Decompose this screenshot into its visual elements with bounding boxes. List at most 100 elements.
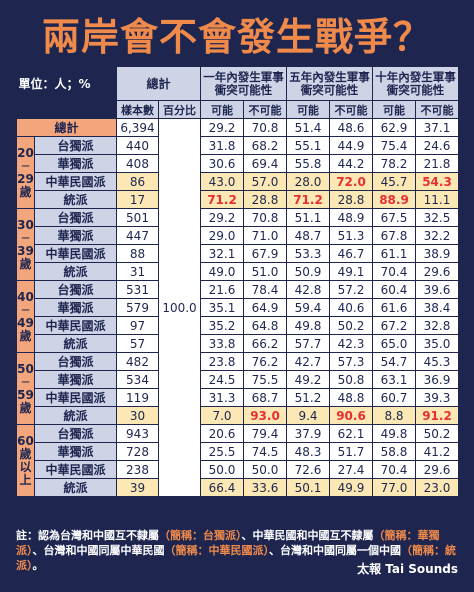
row-label: 統派 <box>34 334 117 353</box>
value-cell: 68.7 <box>243 388 288 407</box>
value-cell: 44.2 <box>329 154 374 173</box>
value-cell: 57.0 <box>243 172 288 191</box>
table-row: 30 ─ 39 歲台獨派 501 29.2 70.8 51.1 48.9 67.5 32.5 <box>16 208 460 281</box>
value-cell: 67.9 <box>243 244 288 263</box>
value-cell: 67.2 <box>372 316 417 335</box>
row-label: 統派 <box>34 262 117 281</box>
table-row: 中華民國派 119 31.3 68.7 51.2 48.8 60.7 39.3 <box>17 388 460 407</box>
value-cell: 90.6 <box>329 406 374 425</box>
value-cell: 51.1 <box>286 208 331 227</box>
value-cell: 42.8 <box>286 280 331 299</box>
table-row: 統派 31 49.0 51.0 50.9 49.1 70.4 29.6 <box>17 262 460 281</box>
table-row: 統派 39 66.4 33.6 50.1 49.9 77.0 23.0 <box>17 478 460 497</box>
value-cell: 23.0 <box>415 478 460 497</box>
row-label: 台獨派 <box>34 208 117 227</box>
value-cell: 39.6 <box>415 280 460 299</box>
age-group-label: 50 ─ 59 歲 <box>16 352 35 425</box>
value-cell: 45.3 <box>415 352 460 371</box>
value-cell: 40.6 <box>329 298 374 317</box>
row-label: 中華民國派 <box>34 316 117 335</box>
brand-logo: 太報 Tai Sounds <box>357 562 458 576</box>
value-cell: 23.8 <box>200 352 245 371</box>
row-label: 台獨派 <box>34 136 117 155</box>
value-cell: 48.7 <box>286 226 331 245</box>
value-cell: 66.4 <box>200 478 245 497</box>
row-label: 統派 <box>34 406 117 425</box>
value-cell: 88.9 <box>372 190 417 209</box>
table-row: 華獨派 534 24.5 75.5 49.2 50.8 63.1 36.9 <box>17 370 460 389</box>
value-cell: 41.2 <box>415 442 460 461</box>
table-row: 華獨派 408 30.6 69.4 55.8 44.2 78.2 21.8 <box>17 154 460 173</box>
survey-table: 單位：人；% 總計 一年內發生軍事衝突可能性 五年內發生軍事衝突可能性 十年內發… <box>16 66 460 497</box>
row-label: 統派 <box>34 478 117 497</box>
table-row: 華獨派 447 29.0 71.0 48.7 51.3 67.8 32.2 <box>17 226 460 245</box>
value-cell: 27.4 <box>329 460 374 479</box>
unit-cell: 單位：人；% <box>16 66 117 101</box>
value-cell: 71.0 <box>243 226 288 245</box>
sample-count: 408 <box>116 154 159 173</box>
header-ten-year: 十年內發生軍事衝突可能性 <box>372 66 460 101</box>
sample-count: 97 <box>116 316 159 335</box>
row-label: 中華民國派 <box>34 172 117 191</box>
header-impossible: 不可能 <box>243 100 288 119</box>
value-cell: 78.4 <box>243 280 288 299</box>
value-cell: 57.3 <box>329 352 374 371</box>
value-cell: 33.8 <box>200 334 245 353</box>
value-cell: 62.1 <box>329 424 374 443</box>
value-cell: 64.8 <box>243 316 288 335</box>
sample-count: 57 <box>116 334 159 353</box>
value-cell: 35.0 <box>415 334 460 353</box>
value-cell: 35.1 <box>200 298 245 317</box>
row-label-total: 總計 <box>16 118 117 137</box>
header-possible: 可能 <box>200 100 245 119</box>
age-group-label: 20 ─ 29 歲 <box>16 136 35 209</box>
value-cell: 28.8 <box>329 190 374 209</box>
value-cell: 78.2 <box>372 154 417 173</box>
value-cell: 50.0 <box>200 460 245 479</box>
header-impossible: 不可能 <box>329 100 374 119</box>
value-cell: 43.0 <box>200 172 245 191</box>
row-label: 華獨派 <box>34 154 117 173</box>
value-cell: 44.9 <box>329 136 374 155</box>
value-cell: 60.7 <box>372 388 417 407</box>
value-cell: 35.2 <box>200 316 245 335</box>
sample-count: 6,394 <box>116 118 159 137</box>
value-cell: 64.9 <box>243 298 288 317</box>
table-row: 60 歲以上台獨派 943 20.6 79.4 37.9 62.1 49.8 50.2 <box>16 424 460 497</box>
value-cell: 30.6 <box>200 154 245 173</box>
value-cell: 58.8 <box>372 442 417 461</box>
value-cell: 51.4 <box>286 118 331 137</box>
value-cell: 48.3 <box>286 442 331 461</box>
value-cell: 49.8 <box>286 316 331 335</box>
table-row: 20 ─ 29 歲台獨派 440 31.8 68.2 55.1 44.9 75.4 24.6 <box>16 136 460 209</box>
sample-count: 39 <box>116 478 159 497</box>
value-cell: 65.0 <box>372 334 417 353</box>
header-percent: 百分比 <box>157 100 202 119</box>
value-cell: 79.4 <box>243 424 288 443</box>
age-group-label: 60 歲以上 <box>16 424 35 497</box>
value-cell: 24.5 <box>200 370 245 389</box>
value-cell: 50.8 <box>329 370 374 389</box>
value-cell: 38.9 <box>415 244 460 263</box>
value-cell: 69.4 <box>243 154 288 173</box>
row-label: 統派 <box>34 190 117 209</box>
value-cell: 71.2 <box>200 190 245 209</box>
value-cell: 48.8 <box>329 388 374 407</box>
header-possible: 可能 <box>286 100 331 119</box>
value-cell: 55.1 <box>286 136 331 155</box>
value-cell: 67.5 <box>372 208 417 227</box>
row-label: 台獨派 <box>34 424 117 443</box>
value-cell: 49.9 <box>329 478 374 497</box>
value-cell: 28.8 <box>243 190 288 209</box>
value-cell: 49.2 <box>286 370 331 389</box>
row-label: 華獨派 <box>34 442 117 461</box>
value-cell: 29.0 <box>200 226 245 245</box>
row-label: 中華民國派 <box>34 388 117 407</box>
table-row: 統派 30 7.0 93.0 9.4 90.6 8.8 91.2 <box>17 406 460 425</box>
value-cell: 38.4 <box>415 298 460 317</box>
value-cell: 77.0 <box>372 478 417 497</box>
header-impossible: 不可能 <box>415 100 460 119</box>
value-cell: 11.1 <box>415 190 460 209</box>
value-cell: 91.2 <box>415 406 460 425</box>
value-cell: 61.6 <box>372 298 417 317</box>
